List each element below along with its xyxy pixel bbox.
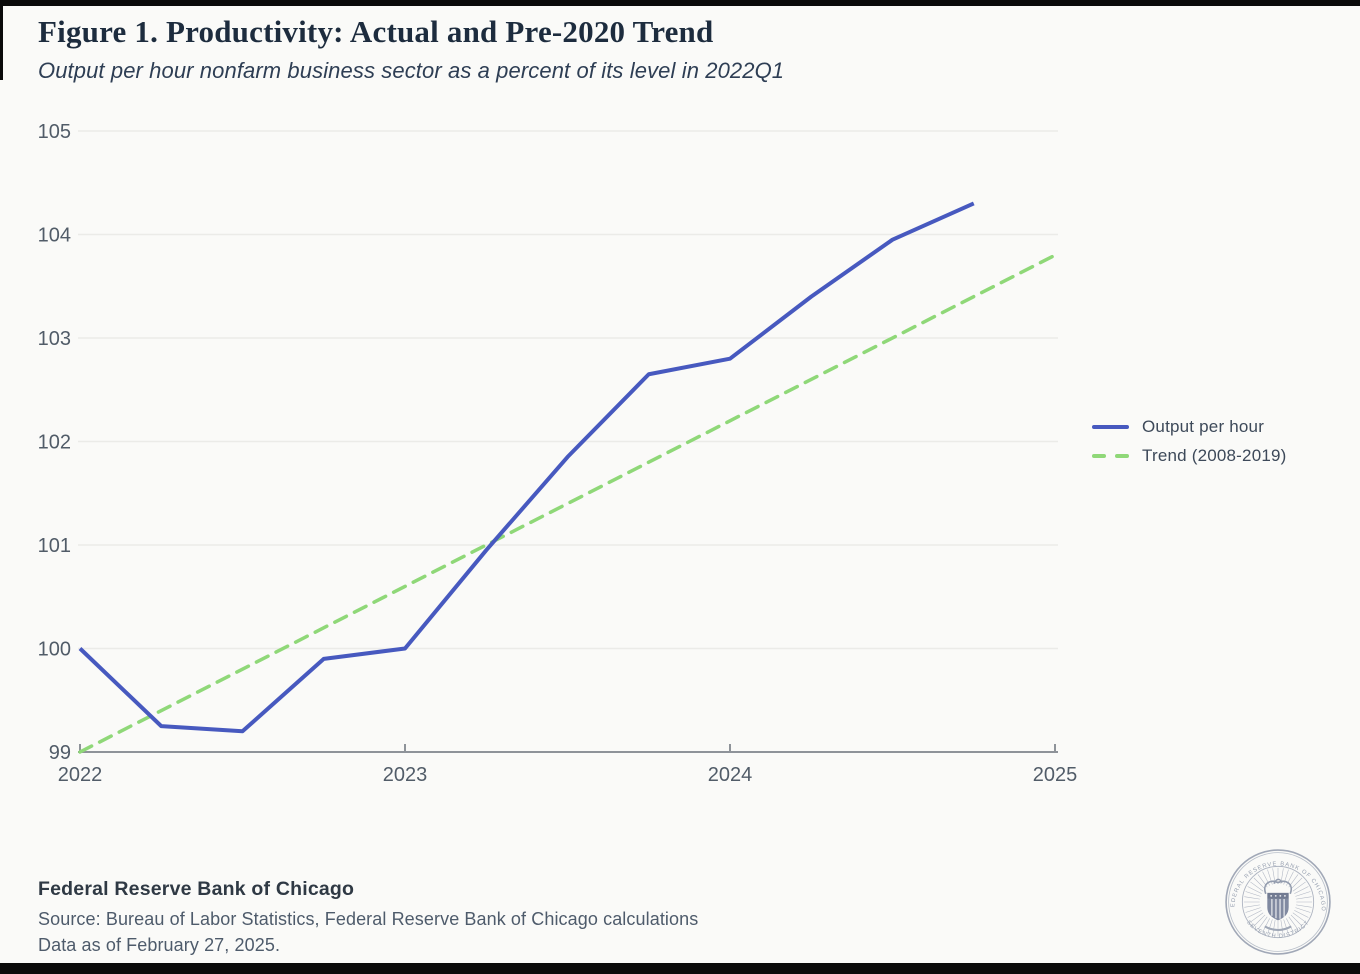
legend-item-trend: Trend (2008-2019) <box>1092 446 1287 466</box>
y-tick-label: 105 <box>38 121 71 143</box>
legend-dash <box>1092 453 1106 459</box>
solid-line-swatch-icon <box>1092 424 1129 430</box>
eagle-shield-icon <box>1264 878 1292 932</box>
seal-center-ring <box>1241 865 1315 939</box>
figure-title: Figure 1. Productivity: Actual and Pre-2… <box>38 14 714 49</box>
x-tick-label: 2022 <box>58 764 103 786</box>
x-tick-label: 2023 <box>383 764 428 786</box>
x-tick-label: 2024 <box>708 764 753 786</box>
chart-legend: Output per hour Trend (2008-2019) <box>1092 417 1287 475</box>
figure-subtitle: Output per hour nonfarm business sector … <box>38 58 785 83</box>
series-line-output-per-hour <box>78 201 975 734</box>
chicago-fed-seal: FEDERAL RESERVE BANK OF CHICAGO SEVENTH … <box>1222 846 1331 955</box>
y-tick-label: 103 <box>38 328 71 350</box>
legend-item-output: Output per hour <box>1092 417 1287 437</box>
top-letterbox-bar <box>0 0 1360 6</box>
legend-dash <box>1115 453 1129 459</box>
legend-label-output: Output per hour <box>1142 417 1265 436</box>
seal-outer-ring <box>1225 849 1331 955</box>
y-tick-label: 104 <box>38 225 71 247</box>
bottom-letterbox-bar <box>0 963 1360 974</box>
dashed-line-swatch-icon <box>1092 453 1129 459</box>
footer-source: Source: Bureau of Labor Statistics, Fede… <box>38 909 699 929</box>
y-tick-label: 100 <box>38 639 71 661</box>
seal-rays <box>1243 867 1313 937</box>
series-line-trend-2008-2019- <box>78 253 1057 754</box>
y-tick-label: 99 <box>49 742 71 764</box>
legend-label-trend: Trend (2008-2019) <box>1142 446 1287 465</box>
footer-org: Federal Reserve Bank of Chicago <box>38 878 355 900</box>
y-tick-label: 101 <box>38 535 71 557</box>
footer-data-as-of: Data as of February 27, 2025. <box>38 935 281 956</box>
y-tick-label: 102 <box>38 432 71 454</box>
seal-inner-ring <box>1228 852 1328 952</box>
footer: Federal Reserve Bank of Chicago Source: … <box>38 878 698 958</box>
x-tick-label: 2025 <box>1033 764 1078 786</box>
left-edge-bar <box>0 0 3 80</box>
